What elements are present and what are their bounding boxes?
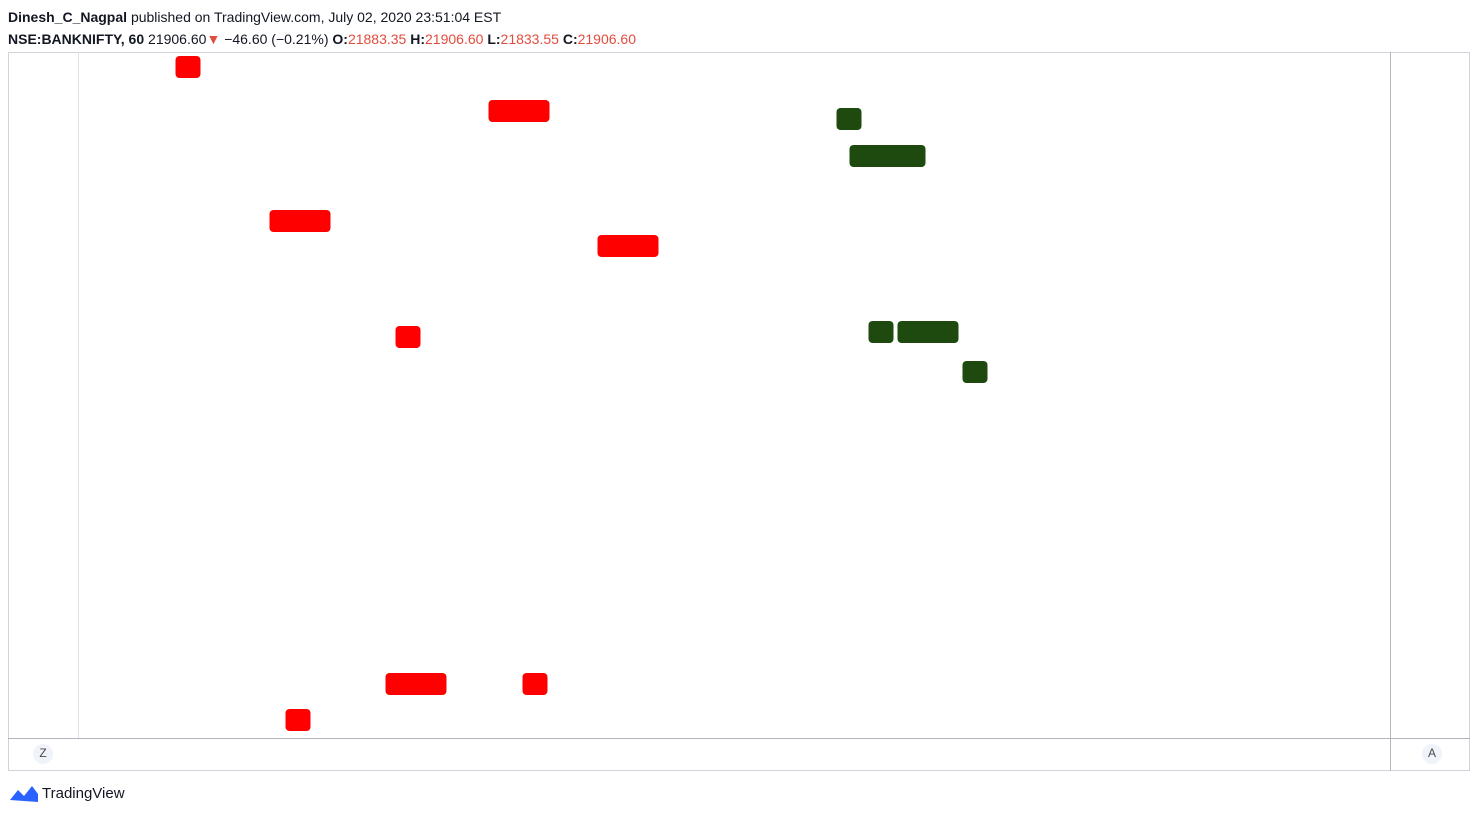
- last: 21906.60: [148, 31, 207, 47]
- label-bg: [488, 100, 550, 122]
- label-bg: [836, 108, 862, 130]
- label-bg: [285, 709, 311, 731]
- label-bg: [385, 673, 447, 695]
- label-bg: [522, 673, 548, 695]
- symbol-line: NSE:BANKNIFTY, 60 21906.60▼ −46.60 (−0.2…: [8, 28, 636, 50]
- label-bg: [849, 145, 911, 167]
- close: 21906.60: [577, 31, 637, 47]
- label-bg: [962, 361, 988, 383]
- label-bg: [269, 210, 331, 232]
- publish-line: Dinesh_C_Nagpal published on TradingView…: [8, 6, 636, 28]
- o-label: O:: [332, 31, 348, 47]
- change: −46.60 (−0.21%): [224, 31, 329, 47]
- open: 21883.35: [347, 31, 407, 47]
- published: published on TradingView.com, July 02, 2…: [130, 9, 502, 25]
- label-bg: [395, 326, 421, 348]
- h-label: H:: [410, 31, 426, 47]
- label-bg: [868, 321, 894, 343]
- label-bg: [175, 56, 201, 78]
- frame: [8, 52, 1470, 771]
- high: 21906.60: [425, 31, 484, 47]
- label-bg: [897, 321, 959, 343]
- label-bg: [597, 235, 659, 257]
- l-label: L:: [487, 31, 501, 47]
- scale-button[interactable]: [1422, 744, 1442, 764]
- symbol: NSE:BANKNIFTY, 60: [8, 31, 145, 47]
- low: 21833.55: [500, 31, 559, 47]
- scale-button[interactable]: [33, 744, 53, 764]
- author: Dinesh_C_Nagpal: [8, 9, 128, 25]
- brand: TradingView: [42, 785, 125, 802]
- scale-button-label[interactable]: Z: [39, 746, 46, 760]
- arrow: ▼: [206, 31, 221, 47]
- header: Dinesh_C_Nagpal published on TradingView…: [8, 6, 636, 50]
- scale-button-label[interactable]: A: [1428, 746, 1436, 760]
- logo: [10, 786, 38, 802]
- c-label: C:: [562, 31, 578, 47]
